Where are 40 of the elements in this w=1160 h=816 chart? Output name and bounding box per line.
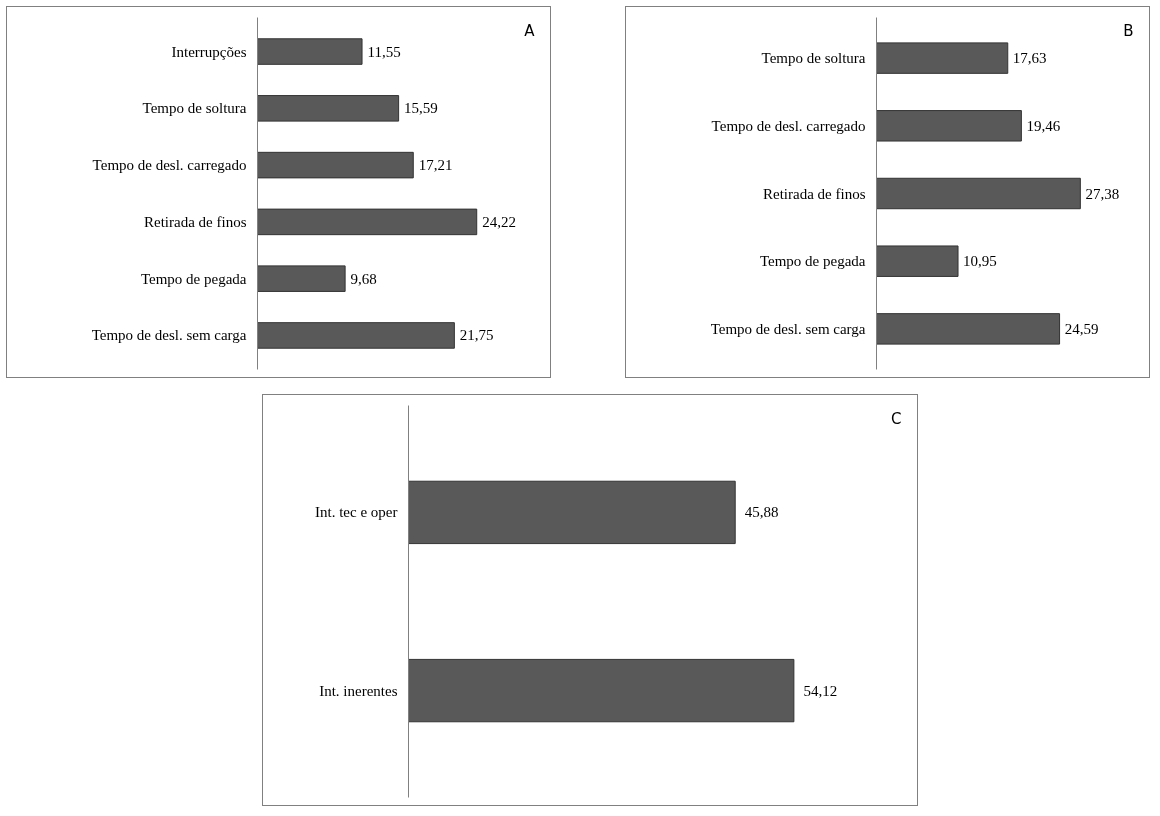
y-tick-label: Tempo de soltura (142, 100, 247, 117)
data-label: 17,63 (1012, 50, 1047, 67)
y-tick-label: Tempo de desl. sem carga (91, 327, 247, 344)
y-tick-label: Interrupções (171, 43, 247, 60)
y-tick-label: Int. tec e oper (315, 504, 398, 521)
bar (876, 110, 1022, 142)
bar (257, 151, 414, 179)
y-tick-label: Tempo de pegada (140, 270, 247, 287)
bar (257, 208, 478, 236)
bar (257, 322, 455, 349)
y-tick-label: Tempo de desl. carregado (711, 117, 866, 134)
data-label: 24,22 (482, 213, 516, 230)
bar (876, 42, 1009, 74)
data-label: 9,68 (350, 270, 377, 287)
bar (257, 95, 400, 122)
data-label: 19,46 (1026, 117, 1061, 134)
data-label: 45,88 (744, 504, 779, 521)
bar (257, 38, 363, 65)
y-tick-label: Retirada de finos (144, 213, 247, 230)
data-label: 11,55 (367, 43, 401, 60)
text: C (891, 409, 902, 428)
data-label: 10,95 (963, 253, 997, 270)
bar (876, 245, 959, 277)
data-label: 15,59 (404, 100, 438, 117)
data-label: 54,12 (803, 682, 838, 699)
y-tick-label: Tempo de soltura (761, 50, 866, 67)
bar (876, 313, 1061, 345)
data-label: 17,21 (418, 157, 453, 174)
data-label: 21,75 (459, 327, 494, 344)
data-label: 24,59 (1064, 320, 1099, 337)
data-label: 27,38 (1085, 185, 1120, 202)
bar (257, 265, 346, 292)
bar (876, 177, 1081, 210)
y-tick-label: Retirada de finos (763, 185, 866, 202)
y-tick-label: Tempo de desl. carregado (92, 157, 247, 174)
y-tick-label: Tempo de pegada (759, 253, 866, 270)
y-tick-label: Int. inerentes (319, 682, 398, 699)
text: A (524, 21, 536, 40)
text: B (1123, 21, 1134, 40)
y-tick-label: Tempo de desl. sem carga (710, 320, 866, 337)
